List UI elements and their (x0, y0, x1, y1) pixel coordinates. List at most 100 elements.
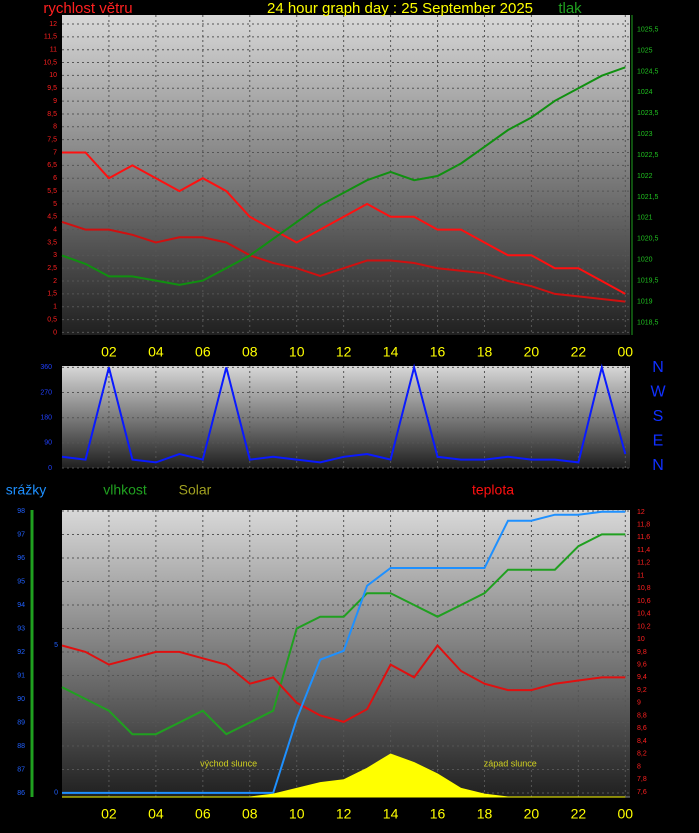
y-tick-label: 10 (49, 72, 57, 79)
series-line (61, 220, 626, 303)
y-tick-label: 360 (40, 364, 52, 371)
direction-label: E (653, 433, 664, 450)
y-tick-label: 87 (17, 766, 25, 773)
legend-label: Solar (179, 482, 212, 498)
y-tick-label: 2 (53, 278, 57, 285)
y-tick-label: 180 (40, 415, 52, 422)
y-tick-label: 9,5 (47, 85, 57, 92)
legend-label: vlhkost (103, 482, 147, 498)
x-tick-label: 00 (618, 806, 634, 822)
y-tick-label: 7,6 (637, 789, 647, 796)
x-tick-label: 18 (477, 344, 493, 360)
direction-label: W (650, 384, 666, 401)
x-tick-label: 20 (524, 344, 540, 360)
y-tick-label: 1019 (637, 298, 653, 305)
y-tick-label: 12 (637, 509, 645, 516)
y-tick-label: 1019,5 (637, 277, 659, 284)
y-tick-label: 7,8 (637, 776, 647, 783)
direction-label: N (652, 457, 664, 474)
x-tick-label: 12 (336, 806, 352, 822)
plot-background (62, 510, 630, 797)
y-tick-label: 1022,5 (637, 152, 659, 159)
y-tick-label: 5,5 (47, 188, 57, 195)
y-tick-label: 5 (53, 201, 57, 208)
y-tick-label: 88 (17, 743, 25, 750)
y-tick-label: 9,8 (637, 649, 647, 656)
series-line (62, 510, 626, 794)
y-tick-label: 8,6 (637, 725, 647, 732)
x-tick-label: 14 (383, 344, 399, 360)
y-tick-label: 10,6 (637, 598, 651, 605)
x-tick-label: 04 (148, 806, 164, 822)
y-tick-label: 11,4 (637, 547, 650, 554)
y-tick-label: 1021,5 (637, 194, 659, 201)
x-tick-label: 08 (242, 806, 258, 822)
y-tick-label: 5 (54, 642, 58, 649)
y-tick-label: 6 (53, 175, 57, 182)
y-tick-label: 1023 (637, 131, 653, 138)
direction-label: N (652, 359, 664, 376)
y-tick-label: 89 (17, 719, 25, 726)
y-tick-label: 1020,5 (637, 236, 659, 243)
y-tick-label: 11 (637, 572, 644, 579)
y-tick-label: 96 (17, 555, 25, 562)
y-tick-label: 11,8 (637, 521, 650, 528)
series-line (62, 151, 626, 295)
y-tick-label: 1024,5 (637, 68, 659, 75)
y-tick-label: 94 (17, 602, 25, 609)
x-tick-label: 08 (242, 344, 258, 360)
y-tick-label: 3,5 (47, 239, 57, 246)
legend-label: teplota (472, 482, 514, 498)
y-tick-label: 3 (53, 252, 57, 259)
annotation: východ slunce (200, 758, 257, 768)
y-tick-label: 1024 (637, 89, 653, 96)
y-tick-label: 7 (53, 149, 57, 156)
y-tick-label: 86 (17, 790, 25, 797)
y-tick-label: 1025,5 (637, 26, 659, 33)
series-line (61, 533, 626, 736)
y-tick-label: 6,5 (47, 162, 57, 169)
x-tick-label: 02 (101, 344, 117, 360)
series-line (61, 643, 626, 723)
y-tick-label: 9,4 (637, 674, 647, 681)
y-tick-label: 4,5 (47, 214, 57, 221)
series-line (61, 66, 626, 286)
y-tick-label: 1018,5 (637, 319, 659, 326)
y-tick-label: 92 (17, 649, 25, 656)
y-tick-label: 11,5 (44, 34, 57, 41)
y-tick-label: 9 (637, 700, 641, 707)
y-tick-label: 90 (44, 440, 52, 447)
y-tick-label: 8 (53, 124, 57, 131)
x-tick-label: 22 (571, 344, 587, 360)
x-tick-label: 22 (571, 806, 587, 822)
plot-background (62, 366, 630, 468)
y-tick-label: 0 (53, 329, 57, 336)
y-tick-label: 1 (53, 304, 57, 311)
y-tick-label: 1020 (637, 257, 653, 264)
y-tick-label: 8,4 (637, 738, 647, 745)
y-tick-label: 270 (40, 389, 52, 396)
y-tick-label: 4 (53, 226, 57, 233)
x-tick-label: 10 (289, 806, 305, 822)
y-tick-label: 91 (17, 672, 25, 679)
axis-label: rychlost větru (43, 0, 132, 17)
y-tick-label: 7,5 (47, 137, 57, 144)
x-tick-label: 12 (336, 344, 352, 360)
y-tick-label: 10,2 (637, 623, 651, 630)
y-tick-label: 8,5 (47, 111, 57, 118)
y-tick-label: 93 (17, 625, 25, 632)
y-tick-label: 0 (54, 790, 58, 797)
y-tick-label: 9,2 (637, 687, 647, 694)
y-tick-label: 90 (17, 696, 25, 703)
annotation: západ slunce (484, 758, 537, 768)
y-tick-label: 11,6 (637, 534, 650, 541)
y-tick-label: 0,5 (47, 316, 57, 323)
axis-label: tlak (558, 0, 582, 17)
chart-title: 24 hour graph day : 25 September 2025 (267, 0, 533, 17)
x-tick-label: 04 (148, 344, 164, 360)
y-tick-label: 12 (49, 21, 57, 28)
y-tick-label: 11 (50, 47, 57, 54)
x-tick-label: 02 (101, 806, 117, 822)
